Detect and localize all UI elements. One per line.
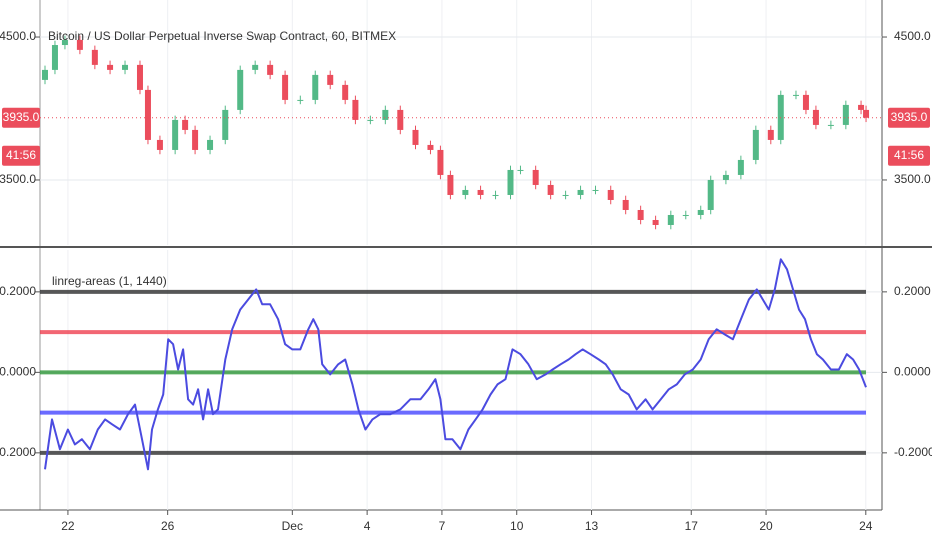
- x-tick-label: Dec: [282, 519, 303, 533]
- y-tick-label: -0.2000: [0, 445, 36, 459]
- candle-body: [312, 74, 319, 100]
- candle-body: [592, 189, 599, 191]
- candle-body: [41, 69, 48, 80]
- candle-body: [107, 64, 114, 70]
- candle-body: [282, 74, 289, 100]
- candle-body: [51, 45, 58, 70]
- candle-body: [207, 139, 214, 150]
- candle-body: [622, 199, 629, 210]
- y-tick-label: 4500.0: [0, 29, 36, 43]
- chart-title: Bitcoin / US Dollar Perpetual Inverse Sw…: [48, 29, 396, 43]
- candle-body: [252, 64, 259, 70]
- price-badge: [2, 107, 40, 128]
- y-tick-label: 4500.0: [894, 29, 931, 43]
- candle-body: [267, 64, 274, 75]
- x-tick-label: 4: [364, 519, 371, 533]
- candle-body: [144, 89, 151, 140]
- y-tick-label: 0.0000: [894, 365, 931, 379]
- candle-body: [76, 39, 83, 50]
- candle-body: [562, 194, 569, 196]
- candle-body: [156, 139, 163, 150]
- candle-body: [136, 64, 143, 90]
- candle-body: [477, 189, 484, 195]
- candle-body: [517, 169, 524, 171]
- candle-body: [577, 189, 584, 195]
- candle-body: [91, 49, 98, 65]
- x-tick-label: 7: [439, 519, 446, 533]
- y-tick-label: 0.2000: [894, 284, 931, 298]
- candle-body: [122, 64, 129, 70]
- candle-body: [812, 109, 819, 125]
- candle-body: [61, 39, 68, 46]
- candle-body: [297, 99, 304, 101]
- candle-body: [192, 129, 199, 150]
- candle-body: [382, 109, 389, 120]
- countdown-label: 41:56: [6, 148, 36, 162]
- y-tick-label: 0.2000: [0, 284, 36, 298]
- candle-body: [427, 144, 434, 150]
- candle-body: [752, 129, 759, 160]
- plot-layer: 4500.0 4500.0 3500.0 3500.0 3935.0 41:56 3935.…: [0, 0, 932, 533]
- y-tick-label: 3500.0: [894, 172, 931, 186]
- x-tick-label: 22: [61, 519, 75, 533]
- candle-body: [172, 119, 179, 150]
- candle-body: [827, 124, 834, 126]
- indicator-line: [44, 258, 867, 471]
- candle-body: [792, 94, 799, 96]
- candle-body: [607, 189, 614, 200]
- x-tick-label: 17: [685, 519, 699, 533]
- candle-body: [412, 129, 419, 145]
- candle-body: [367, 119, 374, 121]
- candle-body: [863, 109, 870, 118]
- candle-body: [327, 74, 334, 85]
- candle-body: [652, 219, 659, 225]
- y-tick-label: -0.2000: [894, 445, 932, 459]
- price-badge-label: 3935.0: [891, 110, 928, 124]
- candle-body: [182, 119, 189, 130]
- candle-body: [637, 209, 644, 220]
- candle-body: [767, 129, 774, 140]
- price-badge: [888, 107, 930, 128]
- candle-body: [547, 184, 554, 195]
- x-tick-label: 13: [585, 519, 599, 533]
- x-tick-label: 10: [510, 519, 524, 533]
- candle-body: [722, 174, 729, 180]
- x-tick-label: 20: [759, 519, 773, 533]
- candle-body: [447, 174, 454, 195]
- x-tick-label: 24: [859, 519, 873, 533]
- y-tick-label: 0.0000: [0, 365, 36, 379]
- candle-body: [707, 179, 714, 210]
- candle-body: [682, 214, 689, 216]
- y-tick-label: 3500.0: [0, 172, 36, 186]
- candle-body: [222, 109, 229, 140]
- candle-body: [697, 209, 704, 215]
- countdown-label: 41:56: [894, 148, 924, 162]
- candle-body: [667, 214, 674, 225]
- candle-body: [237, 69, 244, 110]
- candle-body: [532, 169, 539, 185]
- candle-body: [842, 104, 849, 125]
- x-tick-label: 26: [161, 519, 175, 533]
- candle-body: [462, 189, 469, 195]
- candle-body: [352, 99, 359, 120]
- countdown-badge: [2, 145, 40, 166]
- candle-body: [737, 159, 744, 175]
- candle-body: [492, 194, 499, 196]
- candle-body: [802, 94, 809, 110]
- candle-body: [437, 149, 444, 175]
- candle-body: [507, 169, 514, 195]
- price-badge-label: 3935.0: [3, 110, 40, 124]
- candle-body: [858, 104, 865, 110]
- legend-entry: linreg-areas (1, 1440): [52, 274, 167, 288]
- candle-body: [397, 109, 404, 130]
- candle-body: [342, 84, 349, 100]
- countdown-badge: [888, 145, 930, 166]
